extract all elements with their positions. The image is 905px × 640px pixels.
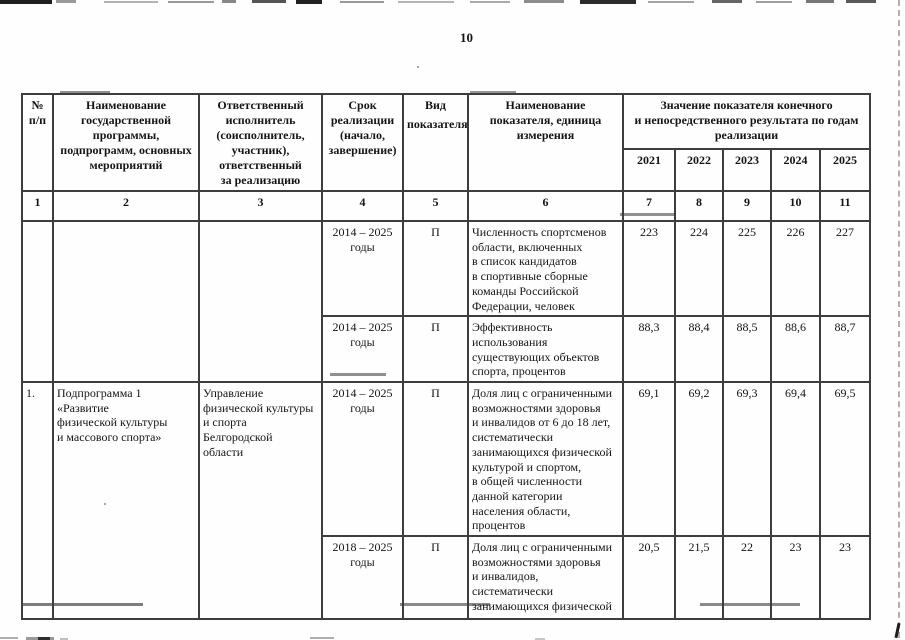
column-number: 4 <box>321 190 404 222</box>
indicator-name-cell: Эффективность использования существующих… <box>467 315 624 384</box>
program-cell: Подпрограмма 1 «Развитие физической куль… <box>52 381 200 621</box>
column-number: 7 <box>622 190 676 222</box>
value-cell-2022: 224 <box>674 219 724 318</box>
scan-artifact <box>712 0 742 3</box>
scan-artifact <box>470 91 516 94</box>
value-cell-2023: 225 <box>722 219 772 318</box>
header-indicator-type-label: Вид показателя <box>407 98 468 131</box>
column-number: 6 <box>467 190 624 222</box>
header-program: Наименование государственной программы, … <box>52 93 200 192</box>
indicator-name-cell: Доля лиц с ограниченными возможностями з… <box>467 535 624 621</box>
column-number: 11 <box>819 190 871 222</box>
value-cell-2022: 69,2 <box>674 381 724 538</box>
scan-artifact <box>310 637 334 639</box>
header-year-2023: 2023 <box>722 147 772 193</box>
header-indicator-type: Вид показателя* <box>402 93 469 192</box>
header-executor: Ответственный исполнитель (соисполнитель… <box>198 93 323 192</box>
scan-artifact <box>535 638 545 640</box>
value-cell-2024: 23 <box>770 535 821 621</box>
scan-artifact <box>648 1 694 3</box>
executor-cell <box>198 219 323 384</box>
program-cell <box>52 219 200 384</box>
scan-artifact <box>222 0 236 3</box>
value-cell-2022: 21,5 <box>674 535 724 621</box>
scan-artifact <box>756 1 792 3</box>
scan-artifact <box>0 637 18 639</box>
value-cell-2021: 20,5 <box>622 535 676 621</box>
column-number: 1 <box>21 190 54 222</box>
header-num: № п/п <box>21 93 54 192</box>
scan-artifact <box>470 1 510 3</box>
value-cell-2024: 69,4 <box>770 381 821 538</box>
column-number: 3 <box>198 190 323 222</box>
period-cell: 2014 – 2025 годы <box>321 381 404 538</box>
table-row: 1. Подпрограмма 1 «Развитие физической к… <box>21 381 871 621</box>
scan-artifact <box>806 0 834 3</box>
scan-artifact <box>60 91 110 94</box>
header-indicator-name: Наименование показателя, единица измерен… <box>467 93 624 192</box>
indicator-name-cell: Численность спортсменов области, включен… <box>467 219 624 318</box>
scan-artifact <box>580 0 636 4</box>
column-number: 10 <box>770 190 821 222</box>
value-cell-2025: 69,5 <box>819 381 871 538</box>
table-row: 2014 – 2025 годы П Численность спортсмен… <box>21 219 871 384</box>
value-cell-2024: 88,6 <box>770 315 821 384</box>
scan-artifact <box>398 1 454 3</box>
header-year-2024: 2024 <box>770 147 821 193</box>
scan-artifact <box>60 638 68 640</box>
scan-artifact <box>168 1 214 3</box>
scan-artifact <box>524 0 564 3</box>
value-cell-2025: 88,7 <box>819 315 871 384</box>
scan-edge-line <box>898 0 900 638</box>
value-cell-2021: 88,3 <box>622 315 676 384</box>
header-values-title: Значение показателя конечного и непосред… <box>622 93 871 150</box>
value-cell-2025: 23 <box>819 535 871 621</box>
indicator-type-cell: П <box>402 381 469 538</box>
scan-artifact <box>38 637 50 640</box>
indicator-name-cell: Доля лиц с ограниченными возможностями з… <box>467 381 624 538</box>
row-number-cell <box>21 219 54 384</box>
column-number: 8 <box>674 190 724 222</box>
header-year-2022: 2022 <box>674 147 724 193</box>
indicators-table: № п/п Наименование государственной прогр… <box>21 93 871 621</box>
value-cell-2021: 69,1 <box>622 381 676 538</box>
column-number: 9 <box>722 190 772 222</box>
scan-artifact <box>846 0 876 3</box>
header-year-2021: 2021 <box>622 147 676 193</box>
period-cell: 2014 – 2025 годы <box>321 315 404 384</box>
scan-dot <box>417 66 419 68</box>
column-number: 5 <box>402 190 469 222</box>
header-period: Срок реализации (начало, завершение) <box>321 93 404 192</box>
scan-artifact <box>296 0 322 4</box>
scan-artifact <box>56 0 76 3</box>
scan-artifact <box>340 1 384 3</box>
table-row: 2014 – 2025 годы П Эффективность использ… <box>22 315 871 384</box>
value-cell-2021: 223 <box>622 219 676 318</box>
value-cell-2023: 69,3 <box>722 381 772 538</box>
value-cell-2023: 88,5 <box>722 315 772 384</box>
scan-artifact <box>252 0 286 3</box>
value-cell-2022: 88,4 <box>674 315 724 384</box>
column-numbers-row: 1 2 3 4 5 6 7 8 9 10 11 <box>21 190 871 222</box>
indicator-type-cell: П <box>402 535 469 621</box>
indicator-type-cell: П <box>402 219 469 318</box>
executor-cell: Управление физической культуры и спорта … <box>198 381 323 621</box>
page-number: 10 <box>460 30 473 45</box>
header-year-2025: 2025 <box>819 147 871 193</box>
row-number-cell: 1. <box>21 381 54 621</box>
table-row: 2018 – 2025 годы П Доля лиц с ограниченн… <box>22 535 871 621</box>
value-cell-2025: 227 <box>819 219 871 318</box>
column-number: 2 <box>52 190 200 222</box>
scan-artifact <box>104 1 158 3</box>
value-cell-2024: 226 <box>770 219 821 318</box>
period-cell: 2018 – 2025 годы <box>321 535 404 621</box>
scan-artifact <box>0 0 52 4</box>
indicator-type-cell: П <box>402 315 469 384</box>
period-cell: 2014 – 2025 годы <box>321 219 404 318</box>
value-cell-2023: 22 <box>722 535 772 621</box>
